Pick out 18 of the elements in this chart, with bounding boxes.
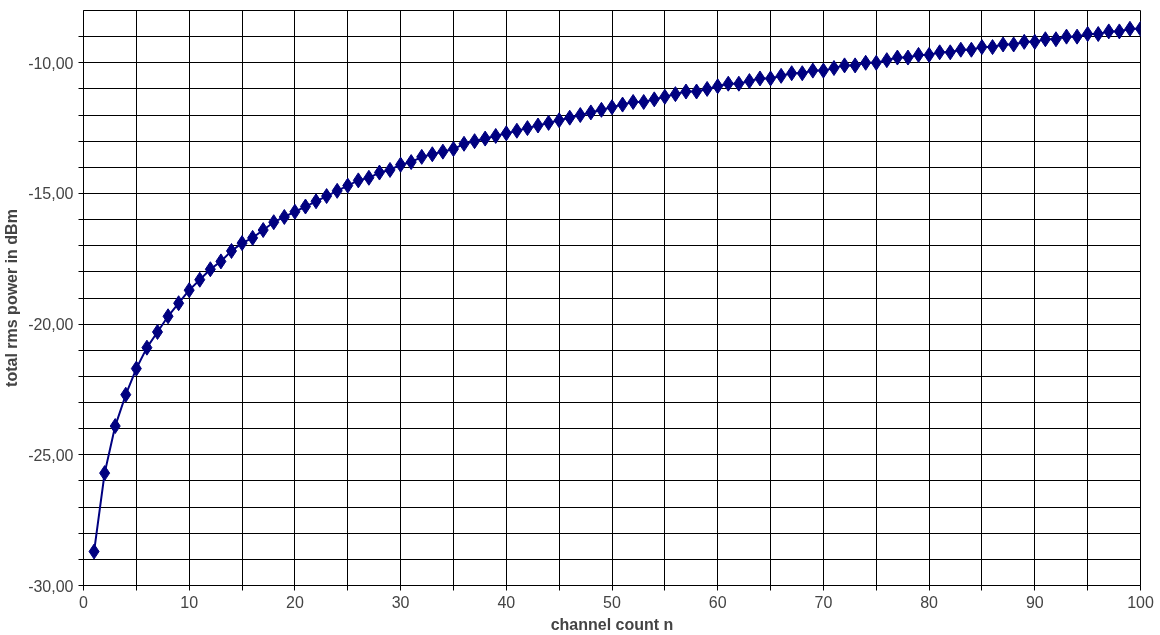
x-tick-label: 0 — [79, 593, 89, 611]
x-tick-label: 100 — [1127, 593, 1154, 611]
x-tick-label: 70 — [814, 593, 833, 611]
x-axis-title: channel count n — [550, 615, 674, 633]
y-tick-label: -15,00 — [28, 185, 74, 203]
y-axis-title: total rms power in dBm — [3, 209, 21, 387]
x-tick-label: 50 — [603, 593, 621, 611]
y-tick-label: -10,00 — [28, 54, 74, 72]
y-tick-label: -20,00 — [28, 316, 74, 334]
y-tick-label: -25,00 — [28, 446, 74, 464]
x-tick-label: 20 — [286, 593, 304, 611]
x-tick-label: 30 — [391, 593, 410, 611]
x-tick-label: 40 — [497, 593, 516, 611]
x-tick-label: 60 — [708, 593, 727, 611]
x-tick-label: 80 — [920, 593, 939, 611]
x-tick-label: 10 — [180, 593, 199, 611]
y-tick-label: -30,00 — [28, 577, 74, 595]
x-tick-label: 90 — [1025, 593, 1044, 611]
